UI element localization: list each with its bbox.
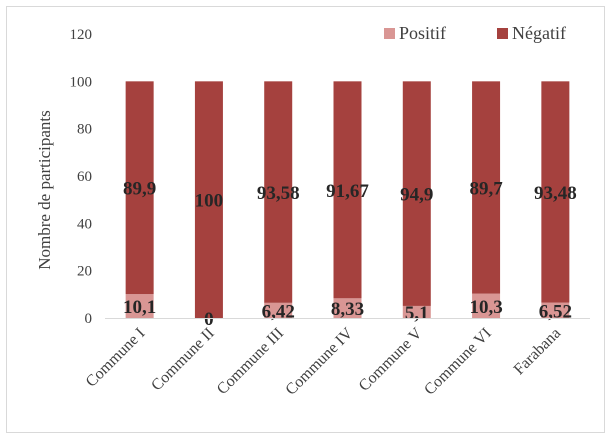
legend-swatch [384, 28, 395, 39]
data-label-positif: 0 [204, 309, 214, 330]
bar-positif [125, 294, 154, 318]
legend-swatch [497, 28, 508, 39]
y-tick-label: 120 [70, 27, 93, 43]
data-label-negatif: 89,7 [469, 178, 503, 199]
bar-negatif [194, 81, 223, 318]
data-label-positif: 10,3 [469, 297, 502, 318]
bar-positif [472, 293, 501, 318]
y-tick-label: 80 [77, 122, 92, 138]
bar-positif [264, 302, 293, 318]
data-label-positif: 6,42 [262, 301, 295, 322]
chart-border [6, 6, 605, 433]
y-axis-ticks: 0 20 40 60 80 100 120 [70, 27, 93, 327]
bars [125, 81, 570, 318]
data-label-positif: 5,1 [405, 303, 429, 324]
data-label-negatif: 94,9 [400, 185, 433, 206]
data-label-positif: 10,1 [123, 297, 156, 318]
data-label-negatif: 93,58 [257, 183, 300, 204]
bar-positif [541, 302, 570, 318]
y-axis-label: Nombre de participants [35, 110, 54, 270]
bar-negatif [333, 81, 362, 299]
y-tick-label: 100 [70, 74, 93, 90]
bar-negatif [264, 81, 293, 303]
data-label-positif: 8,33 [331, 299, 364, 320]
data-label-negatif: 93,48 [534, 183, 577, 204]
y-tick-label: 40 [77, 216, 92, 232]
data-label-negatif: 91,67 [326, 181, 369, 202]
bar-negatif [402, 81, 431, 306]
data-label-positif: 6,52 [539, 301, 572, 322]
legend-label: Négatif [512, 23, 566, 43]
bar-negatif [541, 81, 570, 303]
bar-positif [333, 298, 362, 318]
y-tick-label: 20 [77, 264, 92, 280]
data-label-negatif: 100 [195, 191, 224, 212]
bar-positif [402, 305, 431, 318]
bar-negatif [125, 81, 154, 295]
y-tick-label: 60 [77, 169, 92, 185]
data-label-negatif: 89,9 [123, 179, 156, 200]
y-tick-label: 0 [85, 311, 93, 327]
legend-label: Positif [399, 23, 446, 43]
bar-negatif [472, 81, 501, 294]
legend: Positif Négatif [384, 23, 566, 43]
